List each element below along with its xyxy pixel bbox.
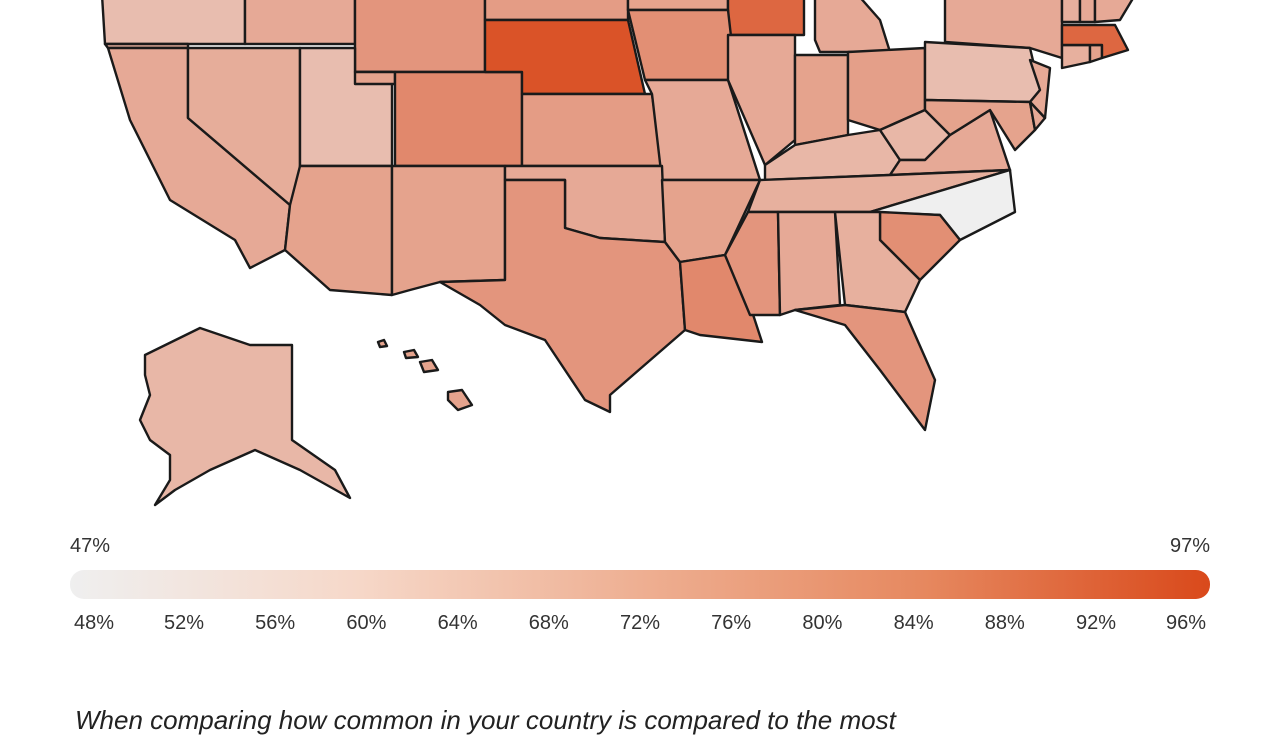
legend-tick-label: 56% (255, 612, 296, 634)
legend-tick-label: 48% (73, 612, 115, 634)
legend-tick-label: 76% (711, 612, 752, 634)
legend-min-label: 47% (70, 535, 111, 557)
legend-ticks: 48% 52% 56% 60% 64% 68% 72% 76% 80% 84% 88% 92% 96% (0, 612, 1280, 638)
state-hawaii-island-3 (402, 348, 420, 360)
state-hawaii-island-2 (418, 358, 440, 374)
legend-tick-label: 68% (528, 612, 569, 634)
state-texas (438, 178, 687, 414)
state-delaware (1028, 100, 1047, 132)
state-maine (1093, 0, 1134, 24)
legend-max-label: 97% (1169, 535, 1210, 557)
legend-color-scale (70, 570, 1210, 599)
state-wisconsin (726, 0, 806, 37)
legend-tick-label: 72% (619, 612, 661, 634)
legend-tick-label: 52% (163, 612, 205, 634)
state-wyoming (353, 70, 397, 86)
legend-tick-label: 92% (1075, 612, 1117, 634)
state-alaska (138, 326, 352, 507)
state-hawaii (446, 388, 474, 412)
state-illinois (726, 33, 797, 167)
state-alabama (776, 210, 842, 317)
state-pennsylvania (923, 40, 1042, 104)
state-massachusetts (1060, 23, 1130, 60)
legend-tick-label: 96% (1165, 612, 1207, 634)
state-florida (793, 303, 937, 432)
legend-tick-label: 80% (802, 612, 843, 634)
state-colorado (393, 70, 524, 168)
state-hawaii-island-4 (376, 338, 389, 349)
state-idaho (243, 0, 357, 46)
state-michigan (813, 0, 892, 54)
state-vermont (1060, 0, 1082, 24)
us-choropleth-map (101, 0, 1134, 507)
legend-tick-label: 84% (893, 612, 934, 634)
state-new-york (943, 0, 1064, 60)
state-iowa (626, 8, 738, 82)
state-montana (353, 0, 487, 74)
state-minnesota (626, 0, 730, 12)
state-rhode-island (1088, 43, 1104, 64)
legend-tick-label: 88% (984, 612, 1025, 634)
state-north-dakota (483, 0, 630, 22)
state-kansas (520, 92, 664, 168)
state-new-mexico (390, 164, 507, 297)
state-new-hampshire (1078, 0, 1097, 24)
state-arizona (283, 164, 394, 297)
state-washington (101, 0, 247, 46)
state-indiana (793, 53, 850, 147)
caption-text: When comparing how common in your countr… (75, 705, 896, 735)
legend-tick-label: 64% (437, 612, 478, 634)
legend-tick-label: 60% (346, 612, 387, 634)
state-connecticut (1060, 43, 1092, 70)
